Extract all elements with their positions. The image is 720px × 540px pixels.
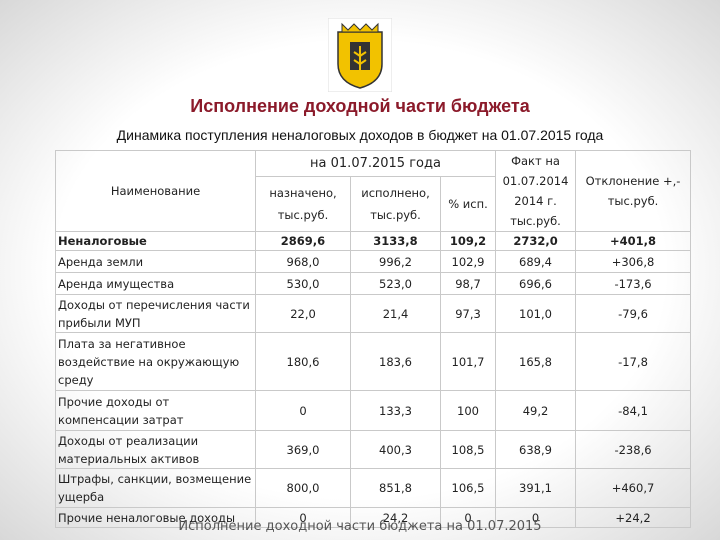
table-cell: +401,8 xyxy=(575,231,692,251)
table-cell: 400,3 xyxy=(350,430,441,469)
table-cell: Штрафы, санкции, возмещение ущерба xyxy=(55,468,256,508)
table-cell: 100 xyxy=(439,390,497,431)
table-row: Доходы от реализации материальных активо… xyxy=(55,430,692,469)
subtitle: Динамика поступления неналоговых доходов… xyxy=(116,127,604,143)
table-cell: 523,0 xyxy=(350,272,441,295)
table-cell: 391,1 xyxy=(495,468,577,508)
table-cell: +24,2 xyxy=(575,507,692,528)
table-row: Прочие доходы от компенсации затрат 0 133,… xyxy=(55,390,692,431)
header-row: Наименование на 01.07.2015 года Факт на 01… xyxy=(55,149,692,232)
table-cell: 689,4 xyxy=(495,250,577,273)
table-cell: 22,0 xyxy=(255,294,351,333)
table-cell: -79,6 xyxy=(575,294,692,333)
table-row: Аренда имущества 530,0 523,0 98,7 696,6 -173,… xyxy=(55,272,692,295)
table-cell: 638,9 xyxy=(495,430,577,469)
table-cell: 530,0 xyxy=(255,272,351,295)
table-cell: 0 xyxy=(255,390,351,431)
header-row: назначено, тыс.руб. исполнено, тыс.руб.% … xyxy=(56,176,691,232)
table-cell: 133,3 xyxy=(350,390,441,431)
table-row: Доходы от перечисления части прибыли МУП… xyxy=(55,294,692,333)
table-cell: 369,0 xyxy=(255,430,351,469)
table-cell: 2732,0 xyxy=(495,231,577,251)
table-cell: -173,6 xyxy=(575,272,692,295)
table-cell: Прочие неналоговые доходы xyxy=(55,507,256,528)
table: Наименование на 01.07.2015 года Факт на 01… xyxy=(55,149,692,528)
column-header: Факт на 01.07.2014 2014 г. тыс.руб. xyxy=(495,150,577,232)
table-cell: -84,1 xyxy=(575,390,692,431)
footer: Исполнение доходной части бюджета на 01.… xyxy=(178,519,542,534)
table-cell: 180,6 xyxy=(255,332,351,391)
table-cell: 108,5 xyxy=(439,430,497,469)
table-cell: +460,7 xyxy=(575,468,692,508)
table-cell: -238,6 xyxy=(575,430,692,469)
table-cell: 109,2 xyxy=(439,231,497,251)
table-row: Неналоговые 2869,6 3133,8 109,2 2732,0 +401,8 xyxy=(55,231,692,251)
table-cell: 183,6 xyxy=(350,332,441,391)
emblem xyxy=(328,18,392,92)
column-header: исполнено, тыс.руб. xyxy=(350,176,441,232)
table-cell: Доходы от перечисления части прибыли МУП xyxy=(55,294,256,333)
column-header: % исп. xyxy=(439,176,497,232)
table-row: Аренда земли 968,0 996,2 102,9 689,4 +306,8 xyxy=(55,250,692,273)
table-cell: 21,4 xyxy=(350,294,441,333)
table-cell: 996,2 xyxy=(350,250,441,273)
table-cell: Плата за негативное воздействие на окруж… xyxy=(55,332,256,391)
column-header: назначено, тыс.руб. xyxy=(255,176,351,232)
table-cell: 24,2 xyxy=(350,507,441,528)
table-cell: 102,9 xyxy=(439,250,497,273)
table-row: Штрафы, санкции, возмещение ущерба 800,0 8… xyxy=(55,468,692,508)
title: Исполнение доходной части бюджета xyxy=(190,96,530,116)
table-cell: 0 xyxy=(439,507,497,528)
table-cell: 2869,6 xyxy=(255,231,351,251)
table-cell: 3133,8 xyxy=(350,231,441,251)
table-cell: Прочие доходы от компенсации затрат xyxy=(55,390,256,431)
table-cell: Неналоговые xyxy=(55,231,256,251)
table-cell: 101,0 xyxy=(495,294,577,333)
table-cell: Аренда имущества xyxy=(55,272,256,295)
column-header: Наименование xyxy=(55,150,256,232)
table-cell: 49,2 xyxy=(495,390,577,431)
table-cell: +306,8 xyxy=(575,250,692,273)
table-cell: 0 xyxy=(495,507,577,528)
table-row: Плата за негативное воздействие на окруж… xyxy=(55,332,692,391)
column-header: Отклонение +,- тыс.руб. xyxy=(575,150,692,232)
table-cell: -17,8 xyxy=(575,332,692,391)
table-cell: 97,3 xyxy=(439,294,497,333)
table-cell: Доходы от реализации материальных активо… xyxy=(55,430,256,469)
table-cell: 968,0 xyxy=(255,250,351,273)
table-cell: 101,7 xyxy=(439,332,497,391)
table-row: Прочие неналоговые доходы 0 24,2 0 0 +24,2 xyxy=(55,507,692,528)
table-cell: 106,5 xyxy=(439,468,497,508)
group-header: на 01.07.2015 года xyxy=(254,149,497,177)
table-cell: 98,7 xyxy=(439,272,497,295)
table-cell: Аренда земли xyxy=(55,250,256,273)
table-cell: 851,8 xyxy=(350,468,441,508)
table-cell: 800,0 xyxy=(255,468,351,508)
table-cell: 165,8 xyxy=(495,332,577,391)
table-cell: 696,6 xyxy=(495,272,577,295)
